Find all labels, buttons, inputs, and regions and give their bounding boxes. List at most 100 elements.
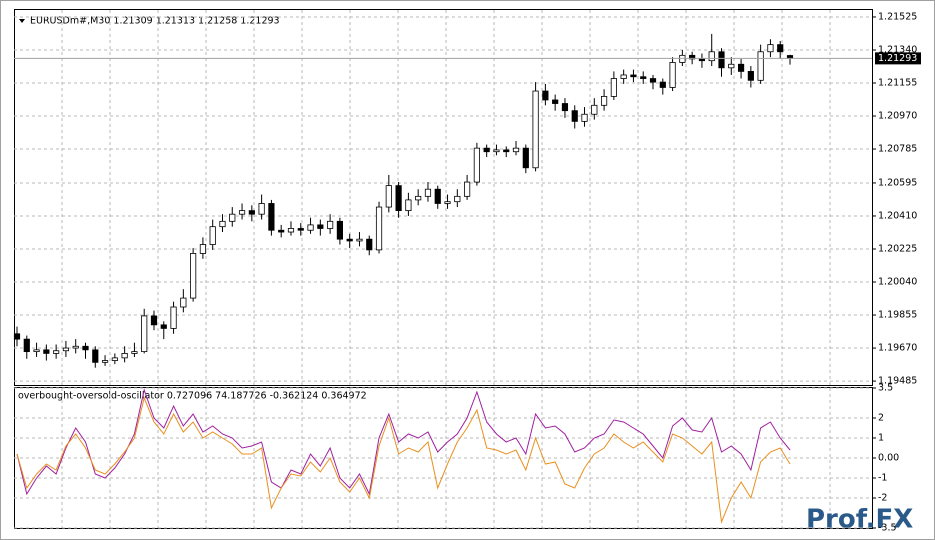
candle-body bbox=[728, 63, 735, 69]
candle-body bbox=[346, 238, 353, 242]
candle-body bbox=[659, 81, 666, 88]
candle-body bbox=[317, 224, 324, 229]
candle-body bbox=[649, 78, 657, 83]
candle-body bbox=[229, 213, 236, 222]
candle-body bbox=[679, 54, 686, 63]
candle-body bbox=[640, 76, 647, 79]
y-tick-label: -3.5 bbox=[878, 523, 897, 534]
candle-body bbox=[532, 90, 539, 169]
candle-body bbox=[92, 349, 99, 363]
candle-body bbox=[336, 220, 343, 240]
watermark: Prof.FX bbox=[806, 505, 913, 535]
candle-body bbox=[238, 210, 246, 215]
candle-body bbox=[13, 333, 21, 340]
candle-body bbox=[121, 353, 128, 359]
candle-body bbox=[101, 360, 109, 363]
last-price-box bbox=[875, 52, 921, 65]
candle-body bbox=[689, 54, 696, 60]
candle-body bbox=[111, 357, 118, 361]
candle-body bbox=[170, 306, 177, 329]
y-tick-label: 1.19670 bbox=[878, 343, 917, 354]
candle-body bbox=[483, 147, 490, 153]
candle-body bbox=[131, 351, 138, 354]
candle-body bbox=[512, 147, 520, 153]
y-tick-label: 1.20225 bbox=[878, 243, 917, 254]
candle-body bbox=[43, 349, 50, 354]
candle-body bbox=[278, 229, 285, 233]
candle-body bbox=[424, 188, 432, 197]
candle-body bbox=[757, 51, 764, 81]
candle-body bbox=[610, 78, 617, 97]
candle-body bbox=[150, 315, 158, 326]
candle-body bbox=[561, 103, 569, 112]
candle-body bbox=[160, 324, 167, 329]
y-tick-label: 1.20785 bbox=[878, 144, 917, 155]
y-tick-label: 1.21340 bbox=[878, 44, 917, 55]
candle-body bbox=[464, 181, 471, 197]
candle-body bbox=[375, 206, 383, 251]
y-tick-label: -2 bbox=[878, 493, 887, 504]
candle-body bbox=[669, 62, 676, 88]
candle-body bbox=[630, 74, 637, 78]
candle-body bbox=[268, 203, 275, 231]
last-price-label: 1.21293 bbox=[878, 53, 917, 64]
candle-body bbox=[199, 244, 207, 254]
y-tick-label: 1.20410 bbox=[878, 210, 917, 221]
y-tick-label: 1.19485 bbox=[878, 376, 917, 387]
y-tick-label: -1 bbox=[878, 473, 887, 484]
candle-body bbox=[620, 74, 627, 79]
y-tick-label: 1.20595 bbox=[878, 177, 917, 188]
price-title: EURUSDm#,M30 1.21309 1.21313 1.21258 1.2… bbox=[30, 16, 280, 27]
y-tick-label: 1.19855 bbox=[878, 310, 917, 321]
y-tick-label: 1.21525 bbox=[878, 11, 917, 22]
menu-triangle bbox=[19, 19, 25, 23]
oscillator-line bbox=[16, 388, 791, 496]
candle-body bbox=[473, 147, 480, 183]
y-tick-label: 2 bbox=[878, 413, 884, 424]
candle-body bbox=[287, 228, 295, 233]
y-tick-label: 1.20040 bbox=[878, 277, 917, 288]
candle-body bbox=[777, 44, 784, 53]
candle-body bbox=[454, 195, 461, 203]
candle-body bbox=[258, 203, 265, 215]
candle-body bbox=[747, 70, 754, 81]
candle-body bbox=[444, 201, 451, 204]
candle-body bbox=[415, 195, 422, 201]
y-tick-label: 1 bbox=[878, 433, 884, 444]
candle-body bbox=[23, 338, 30, 353]
candle-body bbox=[493, 149, 500, 153]
candle-body bbox=[542, 90, 549, 101]
candle-body bbox=[737, 63, 745, 72]
candle-body bbox=[571, 110, 578, 122]
candle-body bbox=[327, 220, 334, 229]
candle-body bbox=[767, 44, 774, 53]
candle-body bbox=[718, 51, 725, 69]
candle-body bbox=[248, 210, 255, 215]
candle-body bbox=[366, 238, 373, 251]
candle-body bbox=[297, 228, 304, 231]
candle-body bbox=[405, 199, 412, 212]
candle-body bbox=[522, 147, 529, 169]
y-tick-label: 1.20970 bbox=[878, 111, 917, 122]
y-tick-label: 0.00 bbox=[878, 453, 899, 464]
candle-body bbox=[219, 220, 226, 228]
candle-body bbox=[600, 95, 608, 106]
candle-body bbox=[356, 238, 363, 242]
candle-body bbox=[503, 149, 510, 153]
candle-body bbox=[33, 349, 40, 353]
candle-body bbox=[395, 185, 402, 212]
candle-body bbox=[307, 224, 314, 231]
candle-body bbox=[708, 51, 715, 62]
candle-body bbox=[581, 113, 588, 122]
candle-body bbox=[698, 58, 706, 62]
candle-body bbox=[141, 315, 148, 353]
candle-body bbox=[209, 226, 216, 245]
candle-body bbox=[180, 297, 187, 308]
candle-body bbox=[190, 253, 197, 299]
candle-body bbox=[591, 104, 598, 115]
oscillator-line bbox=[16, 396, 791, 524]
candle-body bbox=[552, 99, 559, 104]
y-tick-label: 3.5 bbox=[878, 383, 893, 394]
candle-body bbox=[53, 350, 60, 354]
